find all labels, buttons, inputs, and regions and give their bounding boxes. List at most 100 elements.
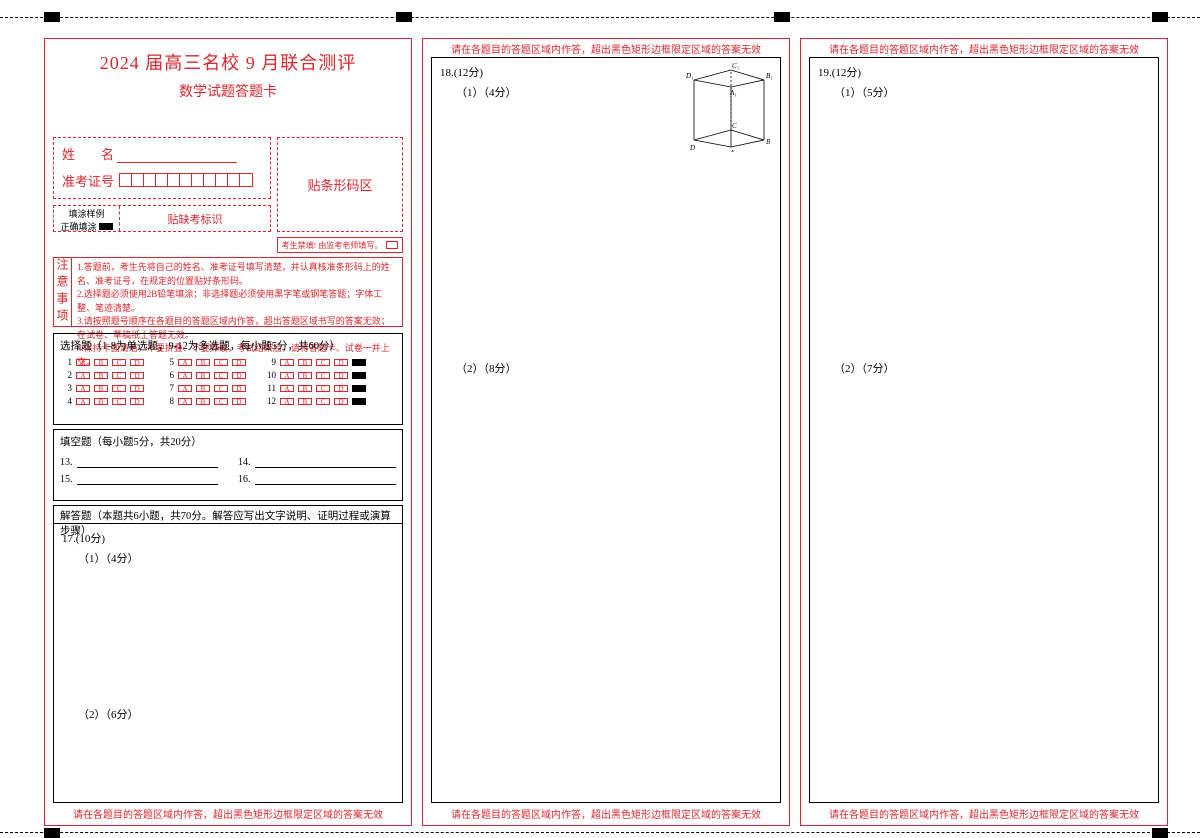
mc-bubble[interactable]: D [130,372,144,379]
fill-in-line[interactable] [77,484,219,485]
bottom-dash-line [0,832,1200,833]
fill-in-box: 填空题（每小题5分，共20分） 13.14.15.16. [53,429,403,501]
q19-area[interactable]: 19.(12分) （1）（5分） （2）（7分） [809,57,1159,803]
mc-bubble[interactable]: D [232,359,246,366]
q17-part2: （2）（6分） [78,706,394,722]
q17-area[interactable]: 17.(10分) （1）（4分） （2）（6分） [53,523,403,803]
exam-subtitle: 数学试题答题卡 [45,75,411,101]
mc-num: 7 [162,383,174,393]
mc-bubble[interactable]: D [130,385,144,392]
mc-bubble[interactable]: C [316,398,330,405]
fill-in-item: 16. [238,474,396,485]
mc-bubble[interactable]: A [280,372,294,379]
mc-num: 8 [162,396,174,406]
mc-bubble[interactable]: B [94,372,108,379]
mc-bubble[interactable]: C [214,398,228,405]
mc-row: 11ABCD [264,383,366,393]
admission-id-label: 准考证号 [62,174,114,189]
mc-bubble[interactable]: C [214,359,228,366]
mc-grid: 1ABCD2ABCD3ABCD4ABCD5ABCD6ABCD7ABCD8ABCD… [60,357,396,406]
fill-sample-title: 填涂样例 [54,207,119,220]
mc-bubble[interactable]: B [94,385,108,392]
instruction-line: 1.答题前，考生先将自己的姓名、准考证号填写清楚，并认真核准条形码上的姓名、准考… [77,261,397,288]
mc-bubble[interactable]: A [76,372,90,379]
mc-bubble[interactable]: C [112,359,126,366]
mc-bubble[interactable]: D [130,398,144,405]
mc-bubble[interactable]: A [178,372,192,379]
fill-in-line[interactable] [255,484,397,485]
mc-bubble[interactable]: A [280,359,294,366]
mc-bubble[interactable]: C [112,385,126,392]
mc-bubble[interactable]: B [94,398,108,405]
fill-sample-block: 填涂样例 正确填涂 贴缺考标识 [53,205,271,232]
mc-column: 9ABCD10ABCD11ABCD12ABCD [264,357,366,406]
top-warning-3: 请在各题目的答题区域内作答，超出黑色矩形边框限定区域的答案无效 [801,41,1167,56]
q18-area[interactable]: 18.(12分) （1）（4分） （2）（8分） D A B C D₁ A [431,57,781,803]
mc-bubble[interactable]: D [232,398,246,405]
mc-bubble[interactable]: A [76,359,90,366]
answer-section-header: 解答题（本题共6小题，共70分。解答应写出文字说明、证明过程或演算步骤） [53,505,403,523]
fill-in-item: 15. [60,474,218,485]
mc-bubble[interactable]: C [112,398,126,405]
svg-text:A₁: A₁ [729,89,737,97]
fill-in-rows: 13. 14. 15. 16. [60,457,396,485]
mc-bubble[interactable]: C [214,385,228,392]
mc-bubble[interactable]: B [196,359,210,366]
fill-in-item: 14. [238,457,396,468]
instructions-box: 注意事项 1.答题前，考生先将自己的姓名、准考证号填写清楚，并认真核准条形码上的… [53,257,403,327]
column-3: 请在各题目的答题区域内作答，超出黑色矩形边框限定区域的答案无效 19.(12分)… [800,38,1168,826]
q18-part2: （2）（8分） [456,360,772,376]
fill-in-line[interactable] [77,467,219,468]
cal-mark [774,12,790,22]
admission-id-boxes[interactable] [119,173,253,187]
footer-warning-1: 请在各题目的答题区域内作答，超出黑色矩形边框限定区域的答案无效 [45,806,411,821]
mc-bubble[interactable]: C [316,372,330,379]
mc-bubble[interactable]: B [298,372,312,379]
q19-part2: （2）（7分） [834,360,1150,376]
mc-bubble[interactable]: D [334,359,348,366]
mc-bubble[interactable]: C [112,372,126,379]
name-input-line[interactable] [117,151,237,163]
mc-bubble[interactable]: C [316,359,330,366]
q19-label: 19.(12分) [818,64,1150,80]
mc-num: 12 [264,396,276,406]
mc-bubble[interactable]: C [214,372,228,379]
svg-text:D: D [689,144,695,152]
fill-in-num: 15. [60,474,73,485]
mc-bubble[interactable]: D [232,385,246,392]
instructions-body: 1.答题前，考生先将自己的姓名、准考证号填写清楚，并认真核准条形码上的姓名、准考… [72,258,402,326]
mc-num: 3 [60,383,72,393]
mc-bubble[interactable]: D [232,372,246,379]
cal-mark [44,12,60,22]
column-1: 2024 届高三名校 9 月联合测评 数学试题答题卡 姓 名 准考证号 贴条形码… [44,38,412,826]
mc-bubble[interactable]: D [334,385,348,392]
mc-bubble[interactable]: D [334,398,348,405]
mc-bubble[interactable]: A [76,385,90,392]
mc-bubble[interactable]: A [76,398,90,405]
mc-bubble[interactable]: A [280,385,294,392]
mc-bubble[interactable]: A [280,398,294,405]
fill-in-line[interactable] [255,467,397,468]
mc-bubble[interactable]: D [130,359,144,366]
mc-bubble[interactable]: A [178,385,192,392]
absent-marker-label: 贴缺考标识 [120,206,270,231]
mc-bubble[interactable]: B [298,359,312,366]
mc-bubble[interactable]: D [334,372,348,379]
fill-in-num: 13. [60,457,73,468]
top-dash-line [0,17,1200,18]
mc-row: 1ABCD [60,357,144,367]
mc-num: 4 [60,396,72,406]
absent-checkbox[interactable] [386,241,398,249]
mc-bubble[interactable]: B [196,385,210,392]
svg-text:C₁: C₁ [732,62,739,70]
fill-in-item: 13. [60,457,218,468]
mc-bubble[interactable]: C [316,385,330,392]
mc-bubble[interactable]: B [298,385,312,392]
mc-bubble[interactable]: B [196,398,210,405]
mc-bubble[interactable]: B [298,398,312,405]
mc-bubble[interactable]: B [94,359,108,366]
mc-bubble[interactable]: A [178,359,192,366]
mc-bubble[interactable]: A [178,398,192,405]
q17-part1: （1）（4分） [78,550,394,566]
mc-bubble[interactable]: B [196,372,210,379]
